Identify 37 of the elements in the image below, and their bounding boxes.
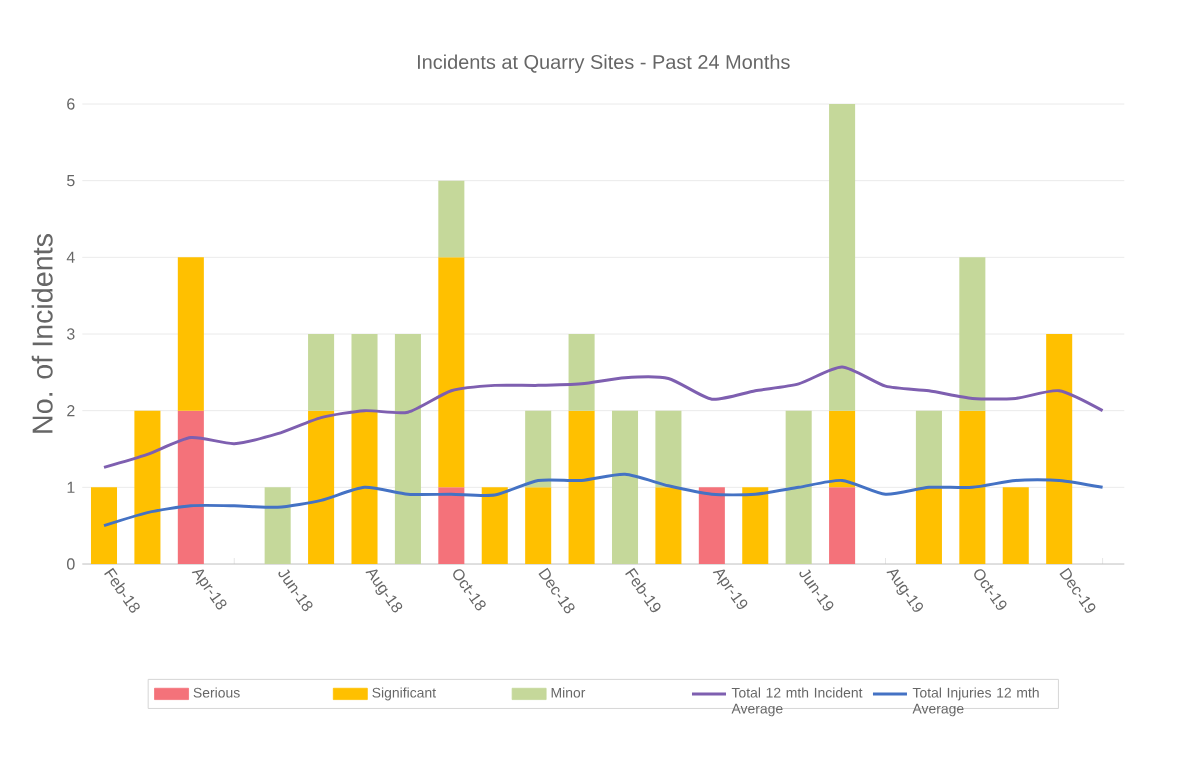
bar (829, 104, 856, 411)
bar (438, 487, 465, 564)
bar (177, 257, 204, 411)
bar (438, 180, 465, 258)
bar (829, 410, 856, 488)
bar (394, 334, 421, 564)
bar (915, 487, 942, 564)
bar (438, 257, 465, 488)
bar (308, 334, 335, 411)
bar (568, 410, 595, 564)
bar (90, 487, 118, 564)
bar (1046, 334, 1073, 564)
y-axis-title: No. of Incidents (31, 234, 53, 433)
bar (742, 487, 769, 564)
bar (134, 410, 161, 564)
bar (959, 410, 986, 564)
bar (351, 410, 378, 564)
bar (308, 410, 335, 564)
bar (655, 487, 682, 564)
line-series (102, 472, 1105, 528)
bar (915, 410, 942, 488)
bar (525, 410, 552, 488)
bar (611, 410, 639, 564)
bar (959, 257, 986, 411)
bar (655, 410, 682, 488)
line-series (102, 365, 1105, 469)
bar (1002, 487, 1029, 564)
bar (177, 410, 204, 564)
bar (785, 410, 812, 564)
chart-title: Incidents at Quarry Sites - Past 24 Months (417, 54, 790, 73)
bar (481, 487, 508, 564)
bar (351, 334, 378, 411)
bar (525, 487, 552, 564)
bar (568, 334, 595, 411)
bar (829, 487, 856, 564)
bar (698, 487, 725, 564)
bar (264, 487, 291, 564)
